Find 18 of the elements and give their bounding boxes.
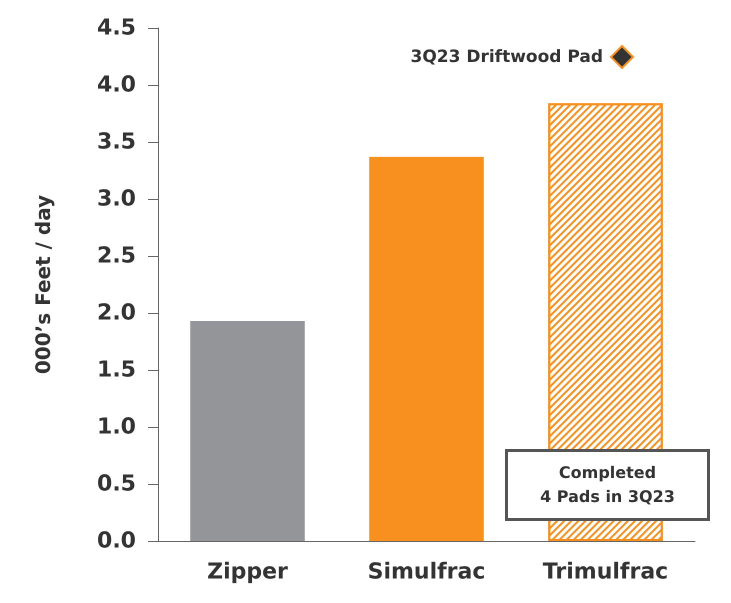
- y-tick-label: 4.0: [97, 72, 136, 98]
- y-tick-label: 0.5: [97, 472, 136, 496]
- bar: [369, 156, 484, 541]
- y-tick-label: 3.0: [97, 186, 136, 212]
- y-tick-label: 2.5: [97, 244, 136, 268]
- x-tick-label: Trimulfrac: [542, 560, 668, 584]
- y-axis-title: 000’s Feet / day: [31, 194, 55, 374]
- bar: [190, 320, 305, 541]
- y-tick-label: 1.0: [97, 414, 136, 440]
- callout-box: Completed 4 Pads in 3Q23: [505, 449, 710, 521]
- x-tick-label: Zipper: [207, 560, 288, 584]
- y-tick-label: 0.0: [97, 528, 136, 554]
- y-tick-label: 1.5: [97, 358, 136, 382]
- x-tick-label: Simulfrac: [368, 560, 486, 584]
- y-tick-label: 4.5: [97, 16, 136, 40]
- y-tick-label: 3.5: [97, 130, 136, 154]
- y-tick-label: 2.0: [97, 300, 136, 326]
- annotation: 3Q23 Driftwood Pad: [410, 47, 603, 67]
